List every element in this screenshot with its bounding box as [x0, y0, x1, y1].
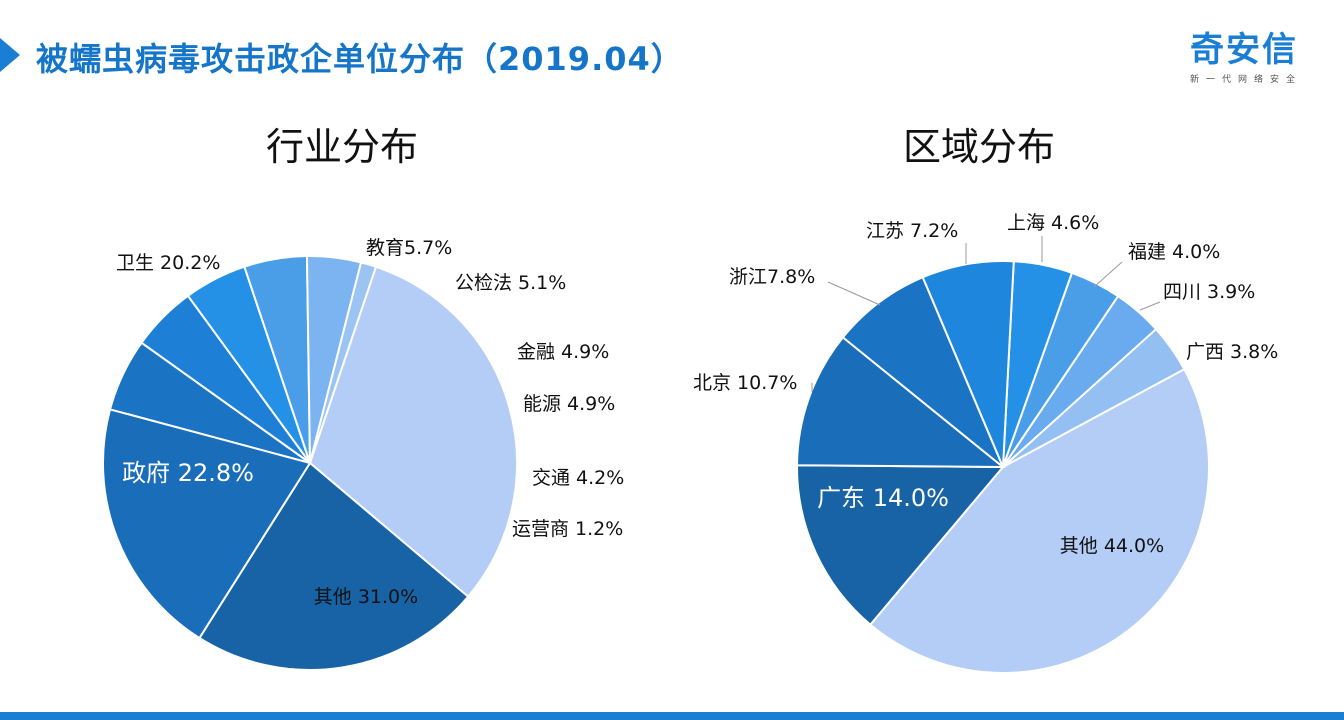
- slice-label: 四川 3.9%: [1163, 281, 1255, 303]
- leader-line: [1139, 301, 1161, 311]
- pie-slice: [102, 408, 312, 640]
- industry-pie: 教育5.7%公检法 5.1% 金融 4.9% 能源 4.9% 交通 4.2% 运营商 1…: [102, 237, 624, 671]
- pie-slice: [841, 275, 1004, 468]
- slice-label: 运营商 1.2%: [512, 518, 623, 540]
- brand-logo: 奇安信 新一代网络安全: [1186, 30, 1302, 85]
- region-pie: 上海 4.6% 福建 4.0% 四川 3.9% 广西 3.8% 其他 44.0% 广东 1…: [693, 212, 1278, 674]
- slice-label: 广西 3.8%: [1186, 341, 1278, 363]
- page-title: 被蠕虫病毒攻击政企单位分布（2019.04）: [36, 40, 684, 78]
- slice-label: 卫生 20.2%: [116, 252, 220, 274]
- slice-label: 上海 4.6%: [1007, 212, 1099, 234]
- header-arrow-icon: [0, 38, 20, 72]
- logo-tagline: 新一代网络安全: [1189, 75, 1302, 85]
- industry-chart-title: 行业分布: [266, 125, 418, 169]
- leader-line: [827, 281, 881, 306]
- region-chart-title: 区域分布: [903, 125, 1055, 169]
- slice-label: 交通 4.2%: [532, 467, 624, 489]
- slice-label: 公检法 5.1%: [455, 272, 566, 294]
- slice-label: 其他 44.0%: [1060, 535, 1164, 557]
- bottom-accent-bar: [0, 712, 1344, 720]
- pie-slice: [921, 259, 1015, 468]
- slice-label: 福建 4.0%: [1128, 241, 1220, 263]
- pie-slice: [198, 461, 470, 671]
- pie-slice: [868, 367, 1210, 674]
- slice-label: 浙江7.8%: [729, 266, 815, 288]
- pie-slice: [796, 464, 1006, 627]
- slice-label: 北京 10.7%: [693, 372, 797, 394]
- logo-name: 奇安信: [1189, 30, 1298, 70]
- pie-slice: [796, 335, 1006, 469]
- slice-label: 广东 14.0%: [817, 484, 949, 512]
- slice-label: 江苏 7.2%: [866, 220, 958, 242]
- pie-slice: [308, 265, 518, 599]
- slice-label: 教育5.7%: [366, 237, 452, 259]
- slice-label: 政府 22.8%: [122, 459, 254, 487]
- leader-line: [1093, 261, 1123, 288]
- slice-label: 其他 31.0%: [314, 586, 418, 608]
- slice-label: 能源 4.9%: [523, 393, 615, 415]
- slice-label: 金融 4.9%: [517, 341, 609, 363]
